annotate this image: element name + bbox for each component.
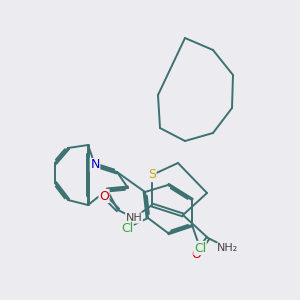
Text: N: N [90, 158, 100, 172]
Text: O: O [99, 190, 109, 202]
Text: NH₂: NH₂ [218, 243, 239, 253]
Text: S: S [148, 169, 156, 182]
Text: Cl: Cl [121, 221, 133, 235]
Text: Cl: Cl [194, 242, 206, 254]
Text: NH: NH [126, 213, 142, 223]
Text: O: O [191, 248, 201, 262]
